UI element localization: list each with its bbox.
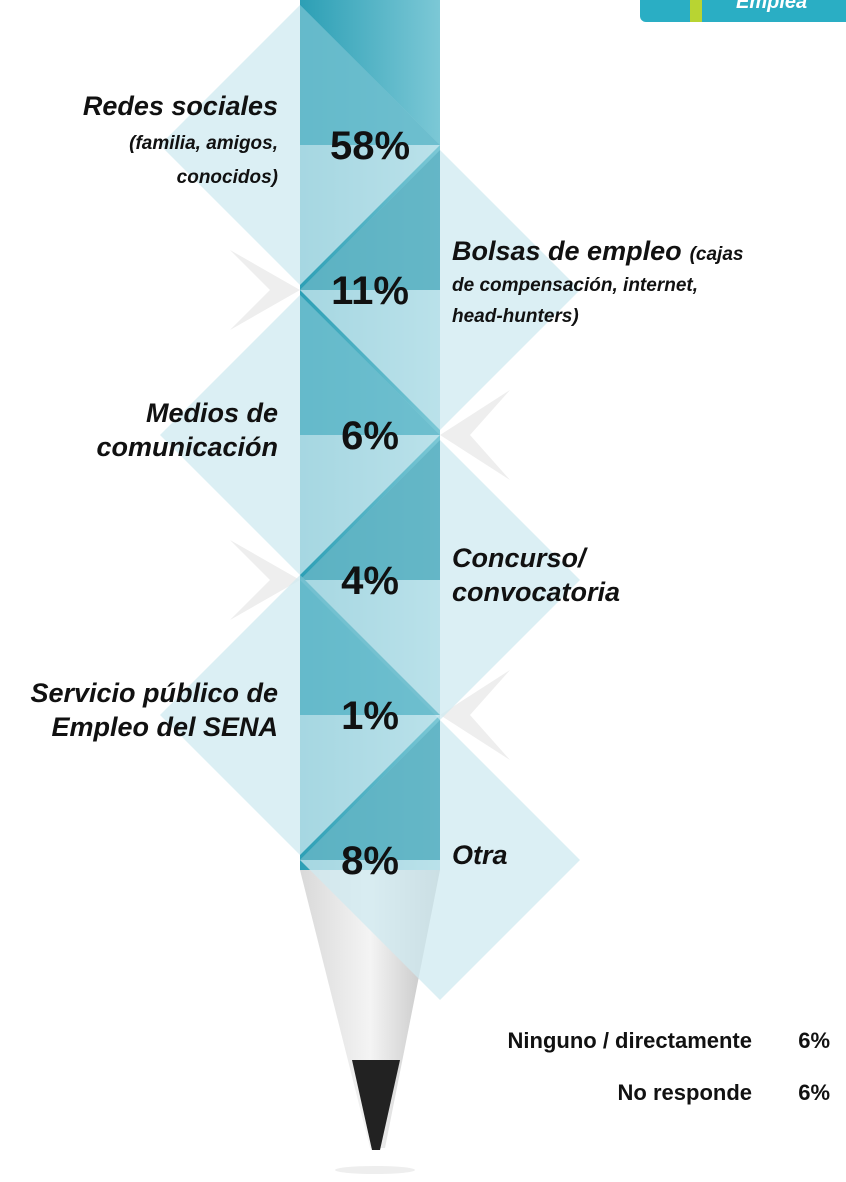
percent: 11% [331,269,409,313]
percent: 8% [341,839,399,883]
label-line: Bolsas de empleo [452,236,682,266]
other-percent: 6% [798,1080,830,1105]
percent: 1% [341,694,399,738]
label: Bolsas de empleo (cajas [452,236,743,266]
percent: 4% [341,559,399,603]
label-line: Redes sociales [83,91,278,121]
label-line: convocatoria [452,577,620,607]
badge: Emplea [640,0,846,22]
label-line: comunicación [96,432,278,462]
label-line: Concurso/ [452,543,588,573]
other-percent: 6% [798,1028,830,1053]
detail-line: head-hunters) [452,306,579,327]
detail-line: (cajas [690,244,744,265]
label-line: Otra [452,840,508,870]
other-label: Ninguno / directamente [508,1028,752,1053]
badge-text: Emplea [736,0,807,13]
detail-line: (familia, amigos, [129,133,278,154]
other-label: No responde [618,1080,752,1105]
label: Otra [452,840,508,870]
percent: 58% [330,124,410,168]
detail-line: de compensación, internet, [452,275,698,296]
percent: 6% [341,414,399,458]
detail-line: conocidos) [177,167,278,188]
label-line: Empleo del SENA [51,712,278,742]
label: Redes sociales [83,91,278,121]
label-line: Medios de [146,398,278,428]
label-line: Servicio público de [30,678,278,708]
infographic: Emplea 58% Redes sociales (familia, amigos… [0,0,846,1182]
